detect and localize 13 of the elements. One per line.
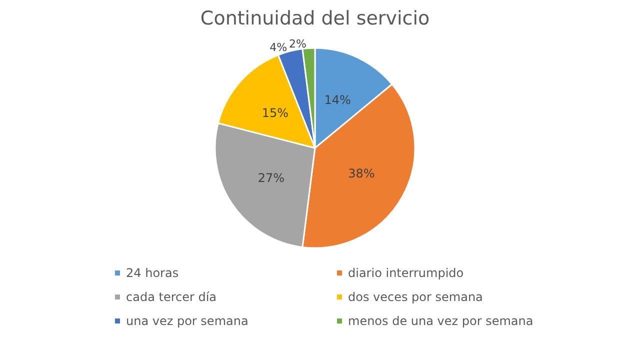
legend-label: una vez por semana bbox=[126, 314, 248, 328]
data-label: 14% bbox=[324, 93, 351, 108]
data-label: 2% bbox=[289, 38, 306, 51]
data-label: 15% bbox=[262, 106, 289, 120]
legend-label: 24 horas bbox=[126, 266, 179, 280]
legend-label: diario interrumpido bbox=[348, 266, 464, 280]
chart-title: Continuidad del servicio bbox=[200, 8, 430, 30]
legend-label: menos de una vez por semana bbox=[348, 314, 534, 328]
data-label: 38% bbox=[348, 166, 375, 181]
data-label: 27% bbox=[258, 170, 284, 185]
legend-label: cada tercer día bbox=[126, 290, 217, 304]
data-label: 4% bbox=[270, 40, 288, 54]
legend-label: dos veces por semana bbox=[348, 290, 483, 304]
